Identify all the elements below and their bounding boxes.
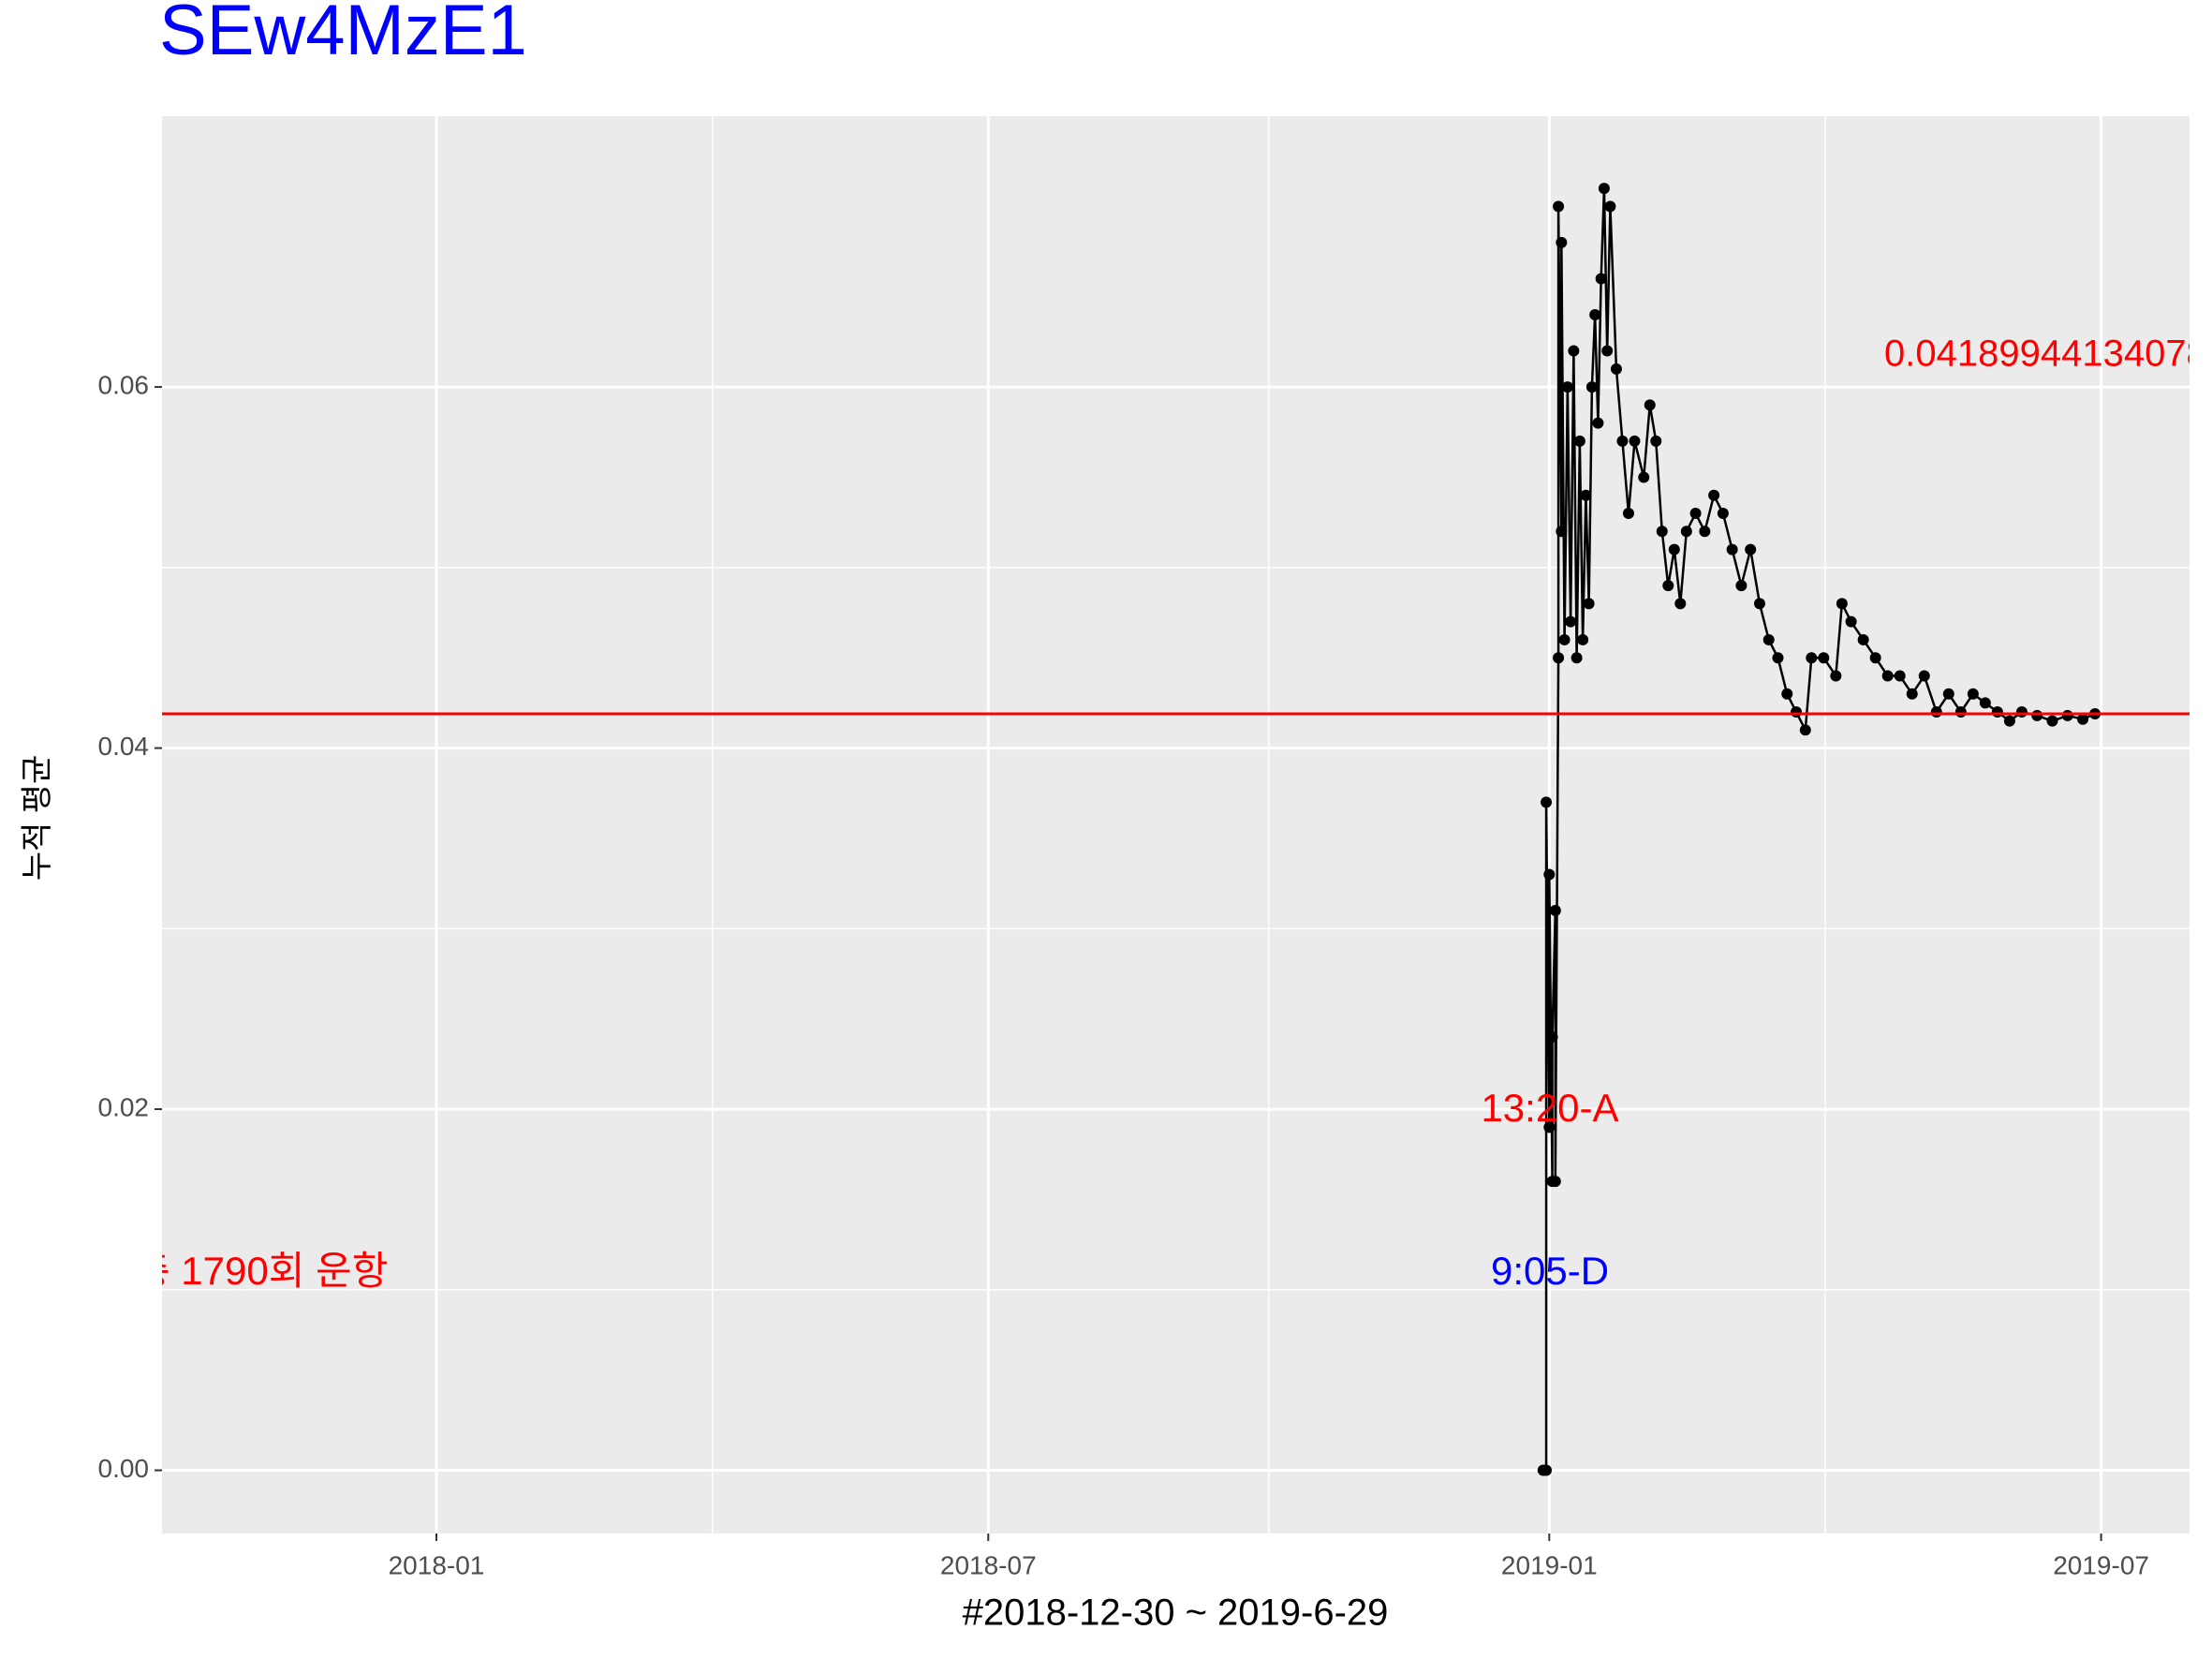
data-point [1762,633,1775,645]
data-point [1644,399,1656,411]
data-point [1680,526,1692,538]
data-point [1610,363,1622,375]
data-point [1546,1030,1558,1043]
y-tick-label: 0.02 [98,1092,150,1121]
grid [162,116,2190,1533]
data-point [1573,435,1585,447]
data-point [2031,709,2043,721]
data-point [1954,706,1967,718]
data-point [1585,381,1598,393]
data-point [1571,652,1583,664]
data-point [1942,688,1954,700]
data-point [1818,652,1830,664]
data-point [1656,526,1668,538]
x-tick-label: 2019-07 [2053,1550,2149,1579]
data-point [1541,1464,1553,1476]
data-point [1541,796,1553,808]
data-point [1553,200,1565,213]
y-tick-label: 0.06 [98,370,150,399]
data-point [1836,598,1848,610]
data-point [2046,715,2058,727]
chart-title: SEw4MzE1 [159,0,527,70]
data-point [1595,273,1607,285]
data-point [1979,697,1991,709]
data-point [1857,633,1869,645]
data-point [1638,471,1650,483]
data-point [1565,615,1577,628]
data-point [1622,508,1634,520]
annotation: 총 1790회 운항 [134,1249,388,1293]
data-point [1918,670,1930,682]
data-point [1799,724,1811,736]
data-point [1598,183,1610,195]
annotation: 13:20-A [1481,1086,1618,1130]
data-point [1577,633,1589,645]
plot-area: 0.0418994413407821 총 1790회 운항 13:20-A 9:05-… [134,183,2212,1476]
x-tick-label: 2018-01 [389,1550,485,1579]
data-point [1735,580,1747,592]
data-point [1674,598,1687,610]
data-point [1561,381,1573,393]
data-point [2003,715,2015,727]
data-point [1592,417,1604,429]
data-point [1717,508,1729,520]
data-point [1753,598,1765,610]
data-point [1668,543,1680,555]
data-point [1556,236,1568,248]
data-point [1781,688,1793,700]
data-point [1662,580,1674,592]
x-tick-label: 2018-07 [940,1550,1037,1579]
data-point [1549,1176,1561,1188]
data-point [1845,615,1857,628]
y-tick-label: 0.04 [98,732,150,761]
data-point [1543,1121,1556,1133]
data-point [1967,688,1979,700]
axes: 0.00 0.02 0.04 0.06 2018-01 2018-07 2019-01 201… [98,370,2149,1579]
panel [162,116,2190,1533]
data-point [1689,508,1702,520]
data-point [2015,706,2028,718]
mean-label: 0.0418994413407821 [1884,333,2212,375]
data-point [1906,688,1918,700]
data-point [1616,435,1629,447]
y-tick-label: 0.00 [98,1454,150,1483]
x-axis-title: #2018-12-30 ~ 2019-6-29 [963,1592,1389,1634]
y-axis-title: 누적 평균 [20,755,55,881]
data-point [1558,633,1571,645]
data-point [1830,670,1842,682]
data-point [1772,652,1784,664]
data-point [1583,598,1595,610]
data-point [1806,652,1818,664]
data-point [1869,652,1881,664]
data-point [1708,489,1720,501]
data-point [1991,706,2003,718]
x-tick-label: 2019-01 [1501,1550,1598,1579]
data-point [1791,706,1803,718]
data-point [1629,435,1641,447]
data-point [1650,435,1662,447]
data-point [1580,489,1592,501]
data-point [1930,706,1942,718]
data-point [1745,543,1757,555]
data-point [1543,868,1556,881]
data-point [1556,526,1568,538]
data-point [1568,345,1580,357]
data-point [2077,713,2089,725]
data-point [2061,709,2073,721]
data-point [1589,309,1601,321]
data-point [1601,345,1614,357]
data-point [1726,543,1738,555]
annotation: 9:05-D [1491,1249,1609,1293]
series-line [1542,188,2096,1472]
data-point [1553,652,1565,664]
data-point [1549,905,1561,917]
data-point [1699,526,1711,538]
data-point [1604,200,1616,213]
data-point [1881,670,1894,682]
data-point [1894,670,1906,682]
